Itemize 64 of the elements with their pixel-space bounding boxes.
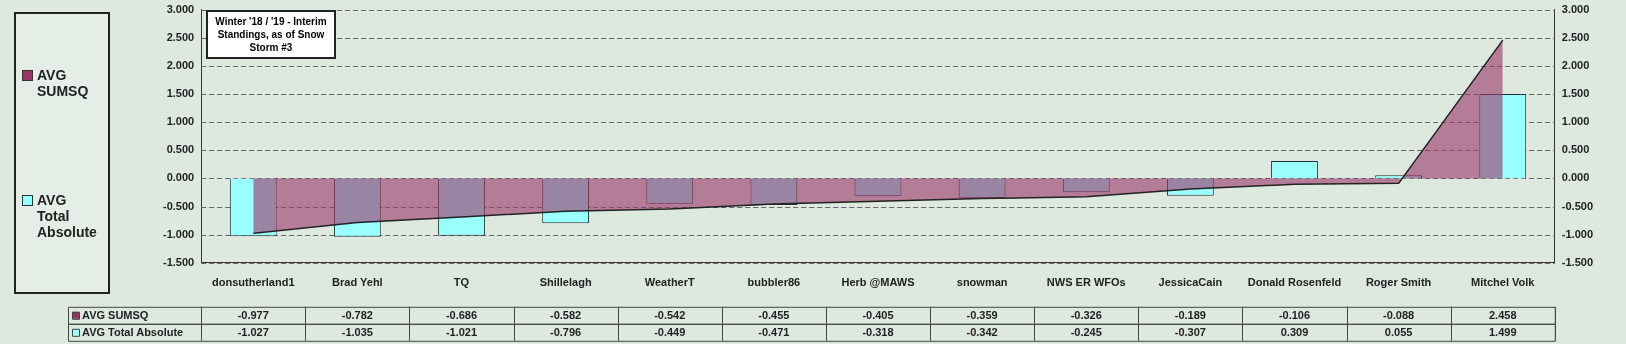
data-label: 0.055 <box>1384 326 1413 339</box>
data-label: -0.088 <box>1383 309 1415 322</box>
y-tick-label: 1.000 <box>166 115 195 128</box>
y2-tick-label: 2.000 <box>1561 58 1590 71</box>
data-label: 1.499 <box>1488 326 1517 339</box>
legend-label: AVG Total Absolute <box>82 326 184 339</box>
y2-tick-label: 1.000 <box>1561 115 1590 128</box>
data-label: -0.686 <box>445 309 478 322</box>
data-label: -1.021 <box>445 326 478 339</box>
data-label: 2.458 <box>1488 309 1517 322</box>
y-tick-label: 3.000 <box>166 2 195 15</box>
x-tick-label: Mitchel Volk <box>1471 276 1536 289</box>
x-tick-label: WeatherT <box>644 276 695 289</box>
text: Winter '18 / '19 - Interim Standings, as of Snow Storm #3 <box>206 10 336 59</box>
data-label: -0.796 <box>550 326 582 339</box>
data-label: -0.455 <box>758 309 790 322</box>
y-tick-label: 2.000 <box>166 58 195 71</box>
data-label: -0.245 <box>1070 326 1102 339</box>
y-tick-label: -1.500 <box>162 255 195 268</box>
x-tick-label: TQ <box>453 276 470 289</box>
data-label: -0.449 <box>654 326 686 339</box>
data-label: -0.977 <box>237 309 269 322</box>
y2-tick-label: 2.500 <box>1561 30 1590 43</box>
x-tick-label: JessicaCain <box>1158 276 1223 289</box>
x-tick-label: Brad Yehl <box>332 276 383 289</box>
x-tick-label: donsutherland1 <box>211 276 295 289</box>
x-tick-label: NWS ER WFOs <box>1046 276 1126 289</box>
y-tick-label: -0.500 <box>162 199 195 212</box>
y2-tick-label: 1.500 <box>1561 87 1590 100</box>
data-label: -1.035 <box>341 326 373 339</box>
text: AVG Total Absolute <box>37 191 97 240</box>
x-tick-label: bubbler86 <box>747 276 801 289</box>
legend-label: AVG SUMSQ <box>82 309 149 322</box>
data-label: -0.342 <box>966 326 998 339</box>
y2-tick-label: -1.000 <box>1561 227 1594 240</box>
data-label: -0.326 <box>1070 309 1102 322</box>
y-tick-label: 1.500 <box>166 87 195 100</box>
data-label: -0.318 <box>862 326 894 339</box>
x-tick-label: Shillelagh <box>539 276 592 289</box>
data-label: -0.106 <box>1278 309 1311 322</box>
y2-tick-label: 0.000 <box>1561 171 1590 184</box>
x-tick-label: Herb @MAWS <box>841 276 915 289</box>
x-tick-label: Roger Smith <box>1365 276 1432 289</box>
y2-tick-label: -0.500 <box>1561 199 1594 212</box>
data-label: -0.782 <box>341 309 373 322</box>
y-tick-label: -1.000 <box>162 227 195 240</box>
y-tick-label: 0.500 <box>166 143 195 156</box>
y2-tick-label: -1.500 <box>1561 255 1594 268</box>
data-label: -0.471 <box>758 326 790 339</box>
y-tick-label: 0.000 <box>166 171 195 184</box>
data-label: 0.309 <box>1280 326 1309 339</box>
data-label: -0.582 <box>550 309 582 322</box>
y2-tick-label: 0.500 <box>1561 143 1590 156</box>
data-label: -0.542 <box>654 309 686 322</box>
data-label: -0.307 <box>1174 326 1206 339</box>
y2-tick-label: 3.000 <box>1561 2 1590 15</box>
data-label: -1.027 <box>237 326 269 339</box>
text: AVG SUMSQ <box>37 66 89 99</box>
x-tick-label: snowman <box>956 276 1008 289</box>
data-label: -0.359 <box>966 309 998 322</box>
data-label: -0.405 <box>862 309 894 322</box>
data-label: -0.189 <box>1174 309 1206 322</box>
y-tick-label: 2.500 <box>166 30 195 43</box>
x-tick-label: Donald Rosenfeld <box>1247 276 1342 289</box>
